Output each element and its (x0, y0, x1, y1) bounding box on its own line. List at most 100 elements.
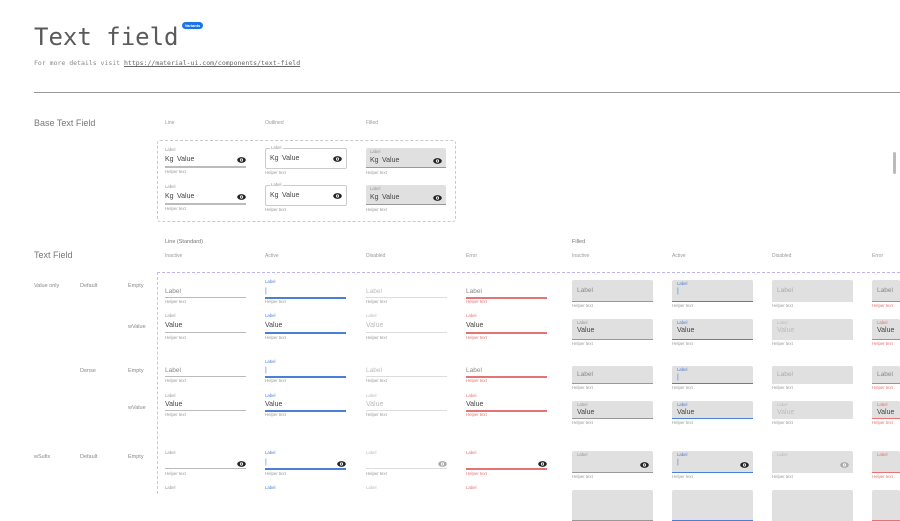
line-field-value[interactable]: Value (466, 401, 484, 408)
line-field-value[interactable]: Value (366, 401, 384, 408)
filled-field-box[interactable] (672, 366, 753, 384)
outlined-field-value: Value (282, 155, 300, 162)
row-variant-label: Value only (34, 283, 60, 289)
filled-field-cursor: | (677, 374, 679, 381)
line-field-label: Label (366, 485, 377, 490)
line-field-helper: Helper text (466, 471, 487, 476)
line-field-prefix[interactable]: Kg (165, 156, 174, 163)
filled-field-box[interactable] (772, 490, 853, 521)
line-field-label: Label (265, 485, 276, 490)
eye-icon[interactable] (237, 194, 246, 200)
filled-field-box[interactable] (672, 490, 753, 521)
filled-field-helper: Helper text (772, 474, 793, 479)
eye-icon[interactable] (840, 462, 849, 468)
filled-field-box[interactable] (572, 451, 653, 473)
filled-field-box[interactable] (872, 451, 900, 473)
filled-field-box[interactable] (572, 401, 653, 419)
outlined-field-box[interactable] (265, 185, 347, 206)
line-field-placeholder[interactable]: Label (366, 367, 382, 374)
filled-field-box[interactable] (572, 490, 653, 521)
line-field-value[interactable]: Value (265, 322, 283, 329)
filled-field-box[interactable] (366, 185, 446, 205)
filled-field-helper: Helper text (872, 341, 893, 346)
line-field-underline (366, 297, 447, 298)
filled-field-box[interactable] (772, 366, 853, 384)
eye-icon[interactable] (337, 461, 346, 467)
filled-field-helper: Helper text (772, 385, 793, 390)
eye-icon[interactable] (740, 462, 749, 468)
eye-icon[interactable] (237, 461, 246, 467)
line-field-placeholder[interactable]: Label (366, 288, 382, 295)
line-field-placeholder[interactable]: Label (165, 367, 181, 374)
line-field-value[interactable]: Value (165, 401, 183, 408)
filled-field-cursor: | (677, 459, 679, 466)
eye-icon[interactable] (237, 157, 246, 163)
line-field-value[interactable]: Value (466, 322, 484, 329)
eye-icon[interactable] (433, 195, 442, 201)
filled-field-box[interactable] (672, 319, 753, 340)
line-field-label: Label (466, 313, 477, 318)
line-field-value[interactable]: Value (265, 401, 283, 408)
filled-field-label: Label (370, 149, 381, 154)
col-outlined: Outlined (265, 120, 284, 126)
outlined-field-box[interactable] (265, 148, 347, 169)
outlined-field-prefix: Kg (270, 155, 279, 162)
details-link[interactable]: https://material-ui.com/components/text-… (124, 59, 301, 67)
line-field-placeholder[interactable]: Label (466, 367, 482, 374)
line-field-helper: Helper text (165, 335, 186, 340)
line-field-cursor[interactable]: | (265, 459, 267, 466)
eye-icon[interactable] (433, 158, 442, 164)
line-field-prefix[interactable]: Kg (165, 193, 174, 200)
col-filled-inactive: Inactive (572, 253, 590, 259)
filled-field-box[interactable] (872, 490, 900, 521)
filled-field-box[interactable] (366, 148, 446, 168)
filled-field-box[interactable] (572, 366, 653, 384)
eye-icon[interactable] (640, 462, 649, 468)
line-field-helper: Helper text (165, 299, 186, 304)
filled-field-label: Label (677, 452, 688, 457)
filled-field-box[interactable] (572, 319, 653, 340)
eye-icon[interactable] (333, 156, 342, 162)
line-field-underline (265, 410, 346, 412)
line-field-value[interactable]: Value (177, 193, 195, 200)
line-field-value[interactable]: Value (165, 322, 183, 329)
line-field-placeholder[interactable]: Label (466, 288, 482, 295)
filled-field-label: Label (877, 402, 888, 407)
line-field-underline (366, 410, 447, 411)
filled-field-box[interactable] (772, 280, 853, 302)
eye-icon[interactable] (538, 461, 547, 467)
line-field-value[interactable]: Value (177, 156, 195, 163)
filled-field-box[interactable] (772, 451, 853, 473)
line-field-helper: Helper text (165, 412, 186, 417)
filled-field-box[interactable] (672, 280, 753, 302)
filled-field-label: Label (577, 402, 588, 407)
filled-field-box[interactable] (872, 280, 900, 302)
filled-field-label: Label (677, 320, 688, 325)
filled-field-helper: Helper text (572, 341, 593, 346)
group-line-standard: Line (Standard) (165, 239, 203, 245)
line-field-cursor[interactable]: | (265, 288, 267, 295)
filled-field-label: Label (577, 452, 588, 457)
filled-field-box[interactable] (672, 401, 753, 419)
line-field-placeholder[interactable]: Label (165, 288, 181, 295)
col-filled-error: Error (872, 253, 884, 259)
eye-icon[interactable] (438, 461, 447, 467)
row-size-label: Default (80, 283, 98, 289)
filled-field-box[interactable] (872, 401, 900, 419)
outlined-field-helper: Helper text (265, 207, 286, 212)
filled-field-box[interactable] (672, 451, 753, 473)
line-field-value[interactable]: Value (366, 322, 384, 329)
col-filled-disabled: Disabled (772, 253, 792, 259)
scrollbar-thumb[interactable] (893, 152, 896, 174)
line-field-helper: Helper text (466, 412, 487, 417)
filled-field-box[interactable] (772, 401, 853, 419)
filled-field-box[interactable] (572, 280, 653, 302)
filled-field-box[interactable] (872, 366, 900, 384)
eye-icon[interactable] (333, 193, 342, 199)
filled-field-box[interactable] (772, 319, 853, 340)
line-field-label: Label (165, 450, 176, 455)
line-field-cursor[interactable]: | (265, 367, 267, 374)
line-field-helper: Helper text (265, 378, 286, 383)
filled-field-box[interactable] (872, 319, 900, 340)
line-field-label: Label (466, 393, 477, 398)
